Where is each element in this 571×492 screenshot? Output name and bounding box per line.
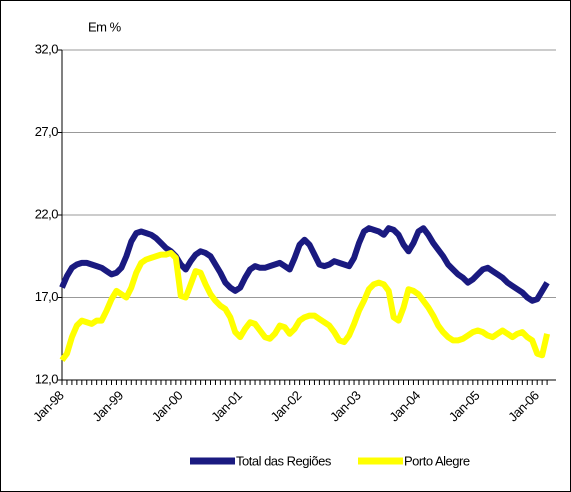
y-tick-label: 22,0 bbox=[35, 206, 59, 221]
y-tick-label: 12,0 bbox=[35, 371, 59, 386]
legend-label: Porto Alegre bbox=[404, 453, 470, 468]
y-tick-label: 17,0 bbox=[35, 289, 59, 304]
y-tick-label: 27,0 bbox=[35, 124, 59, 139]
series-line bbox=[59, 225, 550, 304]
y-tick-label: 32,0 bbox=[35, 41, 59, 56]
legend-label: Total das Regiões bbox=[236, 453, 332, 468]
unit-annotation: Em % bbox=[88, 19, 122, 34]
series-line bbox=[59, 249, 551, 362]
